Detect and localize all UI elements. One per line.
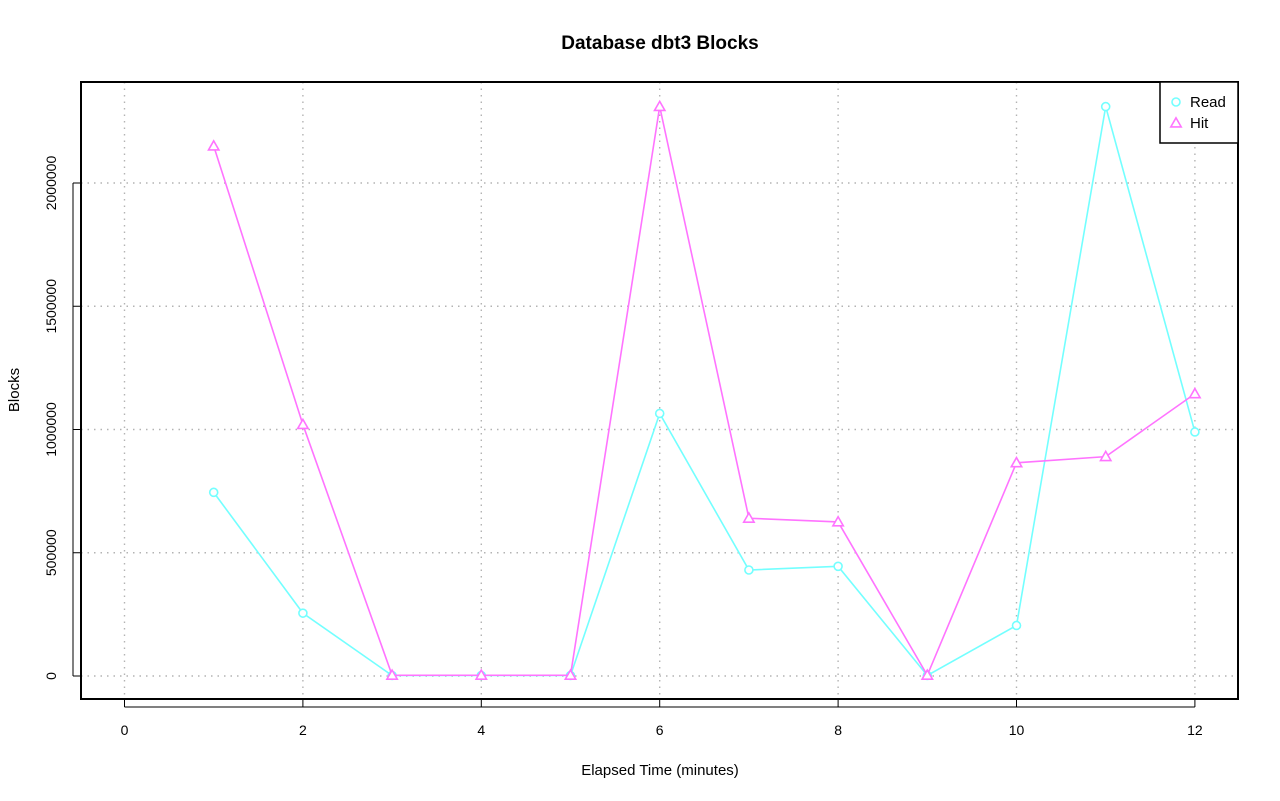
- x-tick-label: 6: [656, 722, 664, 738]
- x-tick-label: 0: [121, 722, 129, 738]
- legend-box: [1159, 81, 1239, 144]
- series-hit: [207, 99, 1202, 680]
- series-group: [207, 99, 1202, 681]
- x-tick-label: 4: [477, 722, 485, 738]
- data-point: [296, 417, 310, 430]
- data-point: [563, 668, 578, 680]
- y-tick-label: 1000000: [43, 402, 59, 457]
- data-point: [1009, 455, 1024, 468]
- data-point: [920, 668, 934, 680]
- grid: [81, 82, 1238, 699]
- data-point: [744, 565, 754, 575]
- data-point: [1011, 620, 1022, 631]
- x-tick-label: 2: [299, 722, 307, 738]
- data-point: [1099, 449, 1113, 462]
- series-line: [213, 106, 1196, 677]
- data-point: [1100, 101, 1111, 112]
- chart-title: Database dbt3 Blocks: [561, 33, 758, 54]
- data-point: [653, 99, 667, 112]
- data-point: [385, 668, 399, 680]
- data-point: [833, 561, 843, 572]
- data-point: [207, 139, 221, 151]
- plot-frame: [80, 81, 1239, 700]
- data-point: [742, 511, 756, 523]
- y-tick-label: 0: [43, 672, 59, 680]
- data-point: [298, 608, 308, 618]
- data-point: [208, 487, 219, 498]
- legend-label: Read: [1190, 94, 1226, 111]
- data-point: [654, 408, 665, 419]
- data-point: [1190, 427, 1200, 437]
- data-point: [1188, 386, 1202, 399]
- legend-label: Hit: [1190, 115, 1209, 132]
- x-tick-label: 10: [1009, 722, 1025, 738]
- legend-marker: [1171, 97, 1181, 107]
- axes: 0 2 4 6 8 10 12 0 500000 1000000 1500000 2000000: [43, 156, 1203, 738]
- x-axis-label: Elapsed Time (minutes): [581, 762, 739, 779]
- data-point: [831, 515, 845, 527]
- x-tick-label: 12: [1187, 722, 1203, 738]
- legend-marker: [1169, 116, 1183, 128]
- y-tick-label: 500000: [43, 529, 59, 576]
- series-line: [212, 106, 1196, 678]
- x-tick-label: 8: [834, 722, 842, 738]
- y-tick-label: 1500000: [43, 279, 59, 334]
- series-read: [208, 101, 1200, 681]
- data-point: [474, 668, 488, 680]
- y-axis-label: Blocks: [6, 368, 23, 412]
- legend: Read Hit: [1159, 81, 1239, 144]
- y-tick-label: 2000000: [43, 156, 59, 211]
